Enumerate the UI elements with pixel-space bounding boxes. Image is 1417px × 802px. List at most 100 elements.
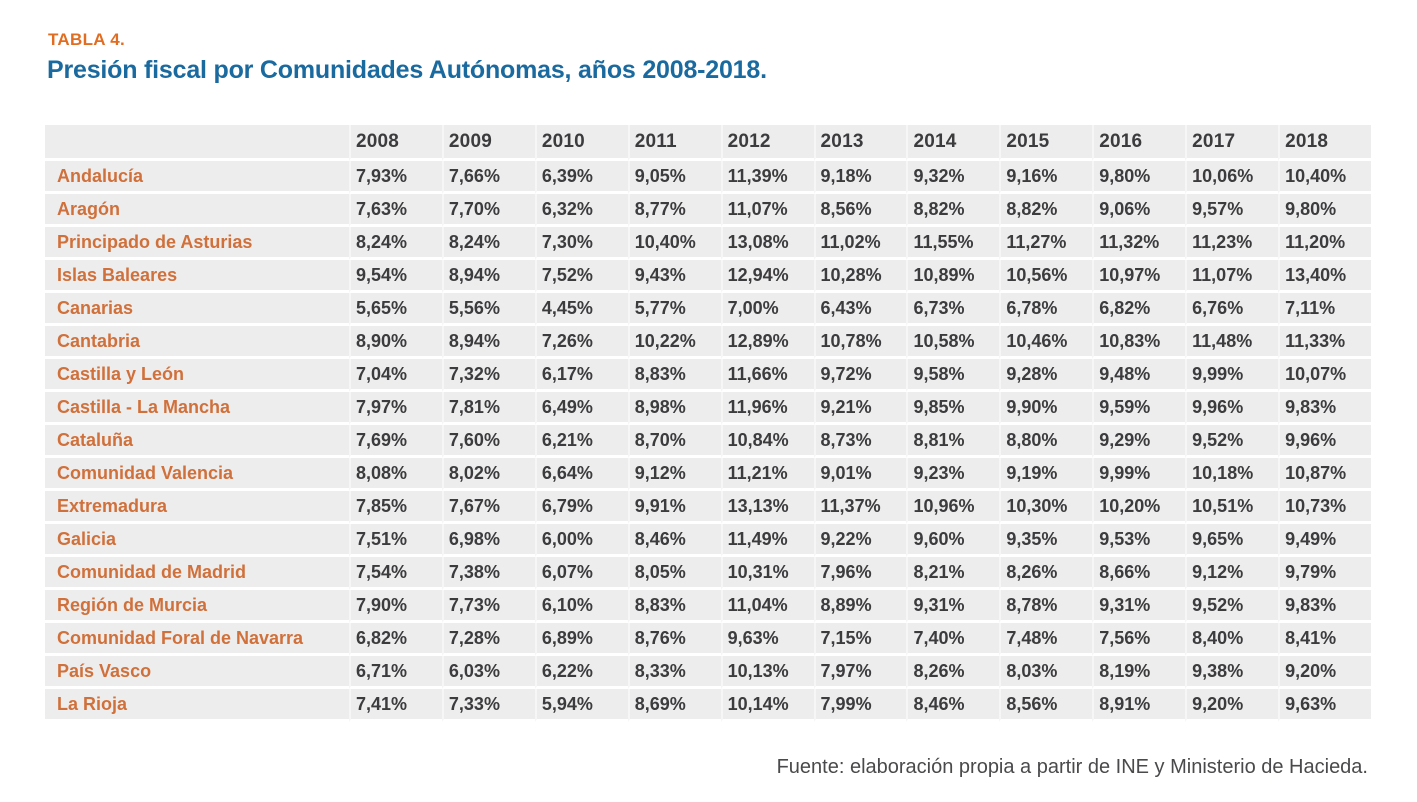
region-label-cell: Galicia bbox=[45, 524, 349, 557]
value-cell: 7,99% bbox=[813, 689, 907, 722]
value-cell: 8,02% bbox=[441, 458, 535, 491]
value-cell: 7,60% bbox=[441, 425, 535, 458]
value-cell: 10,20% bbox=[1092, 491, 1186, 524]
value-cell: 6,89% bbox=[534, 623, 628, 656]
value-cell: 11,32% bbox=[1092, 227, 1186, 260]
value-cell: 8,76% bbox=[627, 623, 721, 656]
value-cell: 11,07% bbox=[1185, 260, 1279, 293]
year-header-cell: 2009 bbox=[441, 125, 535, 161]
value-cell: 8,03% bbox=[999, 656, 1093, 689]
value-cell: 8,73% bbox=[813, 425, 907, 458]
value-cell: 11,04% bbox=[720, 590, 814, 623]
value-cell: 8,83% bbox=[627, 359, 721, 392]
value-cell: 11,66% bbox=[720, 359, 814, 392]
value-cell: 10,96% bbox=[906, 491, 1000, 524]
source-note: Fuente: elaboración propia a partir de I… bbox=[776, 756, 1368, 778]
region-label-cell: Cataluña bbox=[45, 425, 349, 458]
value-cell: 9,91% bbox=[627, 491, 721, 524]
region-label-cell: Comunidad Valencia bbox=[45, 458, 349, 491]
region-label-cell: País Vasco bbox=[45, 656, 349, 689]
value-cell: 9,60% bbox=[906, 524, 1000, 557]
value-cell: 9,38% bbox=[1185, 656, 1279, 689]
value-cell: 7,54% bbox=[349, 557, 442, 590]
value-cell: 8,26% bbox=[906, 656, 1000, 689]
value-cell: 7,52% bbox=[534, 260, 628, 293]
table-row: Cantabria 8,90% 8,94% 7,26% 10,22% 12,89% 10,7… bbox=[45, 326, 1371, 359]
value-cell: 9,80% bbox=[1278, 194, 1371, 227]
value-cell: 9,80% bbox=[1092, 161, 1186, 194]
table-row: Comunidad Foral de Navarra 6,82% 7,28% 6,89… bbox=[45, 623, 1371, 656]
value-cell: 8,94% bbox=[441, 326, 535, 359]
region-label-cell: La Rioja bbox=[45, 689, 349, 722]
value-cell: 9,20% bbox=[1278, 656, 1371, 689]
value-cell: 9,16% bbox=[999, 161, 1093, 194]
value-cell: 10,22% bbox=[627, 326, 721, 359]
value-cell: 8,82% bbox=[906, 194, 1000, 227]
page-title: Presión fiscal por Comunidades Autónomas… bbox=[47, 56, 767, 84]
region-label-cell: Andalucía bbox=[45, 161, 349, 194]
value-cell: 9,65% bbox=[1185, 524, 1279, 557]
region-label-cell: Comunidad Foral de Navarra bbox=[45, 623, 349, 656]
value-cell: 11,23% bbox=[1185, 227, 1279, 260]
table-row: Comunidad de Madrid 7,54% 7,38% 6,07% 8,05% 1… bbox=[45, 557, 1371, 590]
value-cell: 8,91% bbox=[1092, 689, 1186, 722]
region-label-cell: Castilla - La Mancha bbox=[45, 392, 349, 425]
value-cell: 10,83% bbox=[1092, 326, 1186, 359]
value-cell: 5,56% bbox=[441, 293, 535, 326]
value-cell: 10,30% bbox=[999, 491, 1093, 524]
value-cell: 7,66% bbox=[441, 161, 535, 194]
region-label-cell: Cantabria bbox=[45, 326, 349, 359]
value-cell: 10,58% bbox=[906, 326, 1000, 359]
value-cell: 6,82% bbox=[1092, 293, 1186, 326]
value-cell: 9,59% bbox=[1092, 392, 1186, 425]
value-cell: 9,90% bbox=[999, 392, 1093, 425]
value-cell: 9,63% bbox=[720, 623, 814, 656]
value-cell: 10,56% bbox=[999, 260, 1093, 293]
value-cell: 10,78% bbox=[813, 326, 907, 359]
value-cell: 6,98% bbox=[441, 524, 535, 557]
value-cell: 9,12% bbox=[627, 458, 721, 491]
value-cell: 11,39% bbox=[720, 161, 814, 194]
value-cell: 8,26% bbox=[999, 557, 1093, 590]
year-header-cell: 2018 bbox=[1278, 125, 1371, 161]
region-label-cell: Canarias bbox=[45, 293, 349, 326]
value-cell: 9,06% bbox=[1092, 194, 1186, 227]
table-row: País Vasco 6,71% 6,03% 6,22% 8,33% 10,13% 7,97… bbox=[45, 656, 1371, 689]
value-cell: 8,40% bbox=[1185, 623, 1279, 656]
value-cell: 13,08% bbox=[720, 227, 814, 260]
value-cell: 10,40% bbox=[1278, 161, 1371, 194]
value-cell: 9,99% bbox=[1185, 359, 1279, 392]
table-row: Región de Murcia 7,90% 7,73% 6,10% 8,83% 11,0… bbox=[45, 590, 1371, 623]
value-cell: 8,19% bbox=[1092, 656, 1186, 689]
value-cell: 6,49% bbox=[534, 392, 628, 425]
region-label-cell: Extremadura bbox=[45, 491, 349, 524]
value-cell: 10,40% bbox=[627, 227, 721, 260]
year-header-cell: 2012 bbox=[720, 125, 814, 161]
value-cell: 9,49% bbox=[1278, 524, 1371, 557]
value-cell: 6,39% bbox=[534, 161, 628, 194]
value-cell: 9,28% bbox=[999, 359, 1093, 392]
value-cell: 10,97% bbox=[1092, 260, 1186, 293]
value-cell: 9,35% bbox=[999, 524, 1093, 557]
value-cell: 7,96% bbox=[813, 557, 907, 590]
value-cell: 8,89% bbox=[813, 590, 907, 623]
value-cell: 7,56% bbox=[1092, 623, 1186, 656]
value-cell: 9,05% bbox=[627, 161, 721, 194]
table-row: Principado de Asturias 8,24% 8,24% 7,30% 10,… bbox=[45, 227, 1371, 260]
value-cell: 11,49% bbox=[720, 524, 814, 557]
value-cell: 7,41% bbox=[349, 689, 442, 722]
value-cell: 8,81% bbox=[906, 425, 1000, 458]
value-cell: 9,21% bbox=[813, 392, 907, 425]
value-cell: 6,76% bbox=[1185, 293, 1279, 326]
value-cell: 8,82% bbox=[999, 194, 1093, 227]
corner-cell bbox=[45, 125, 349, 161]
value-cell: 10,06% bbox=[1185, 161, 1279, 194]
value-cell: 8,69% bbox=[627, 689, 721, 722]
value-cell: 6,17% bbox=[534, 359, 628, 392]
value-cell: 8,66% bbox=[1092, 557, 1186, 590]
value-cell: 8,80% bbox=[999, 425, 1093, 458]
value-cell: 6,78% bbox=[999, 293, 1093, 326]
table-row: Aragón 7,63% 7,70% 6,32% 8,77% 11,07% 8,56% 8,8… bbox=[45, 194, 1371, 227]
value-cell: 11,33% bbox=[1278, 326, 1371, 359]
value-cell: 8,83% bbox=[627, 590, 721, 623]
